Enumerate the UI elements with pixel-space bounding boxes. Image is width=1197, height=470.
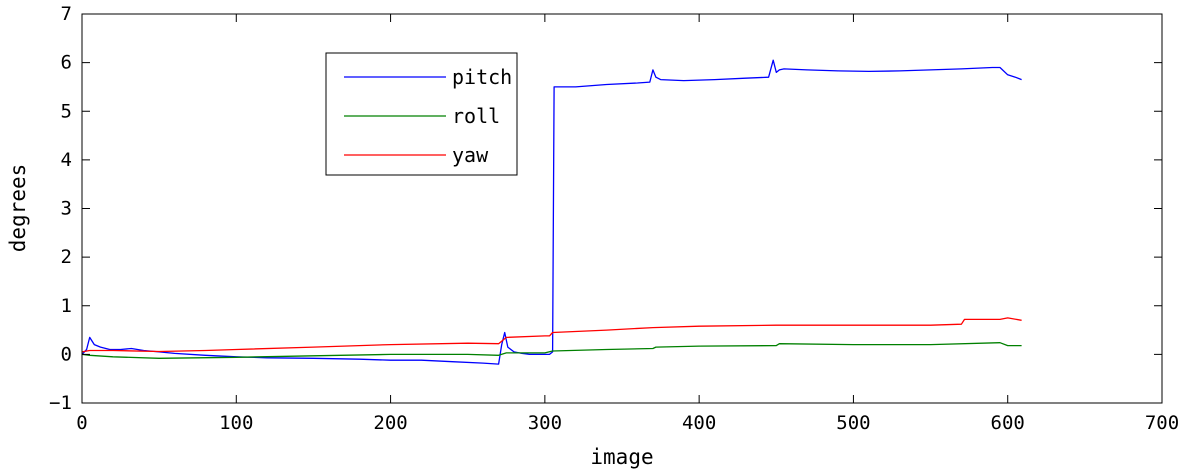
y-tick-label: 7 <box>61 3 72 25</box>
x-axis-title: image <box>590 445 653 469</box>
x-tick-label: 500 <box>836 412 870 434</box>
legend-label-yaw: yaw <box>452 143 489 167</box>
legend: pitch roll yaw <box>326 53 517 175</box>
y-tick-label: 6 <box>61 52 72 74</box>
y-axis-title: degrees <box>6 164 30 253</box>
legend-label-roll: roll <box>452 104 500 128</box>
x-tick-label: 700 <box>1145 412 1179 434</box>
x-tick-label: 400 <box>682 412 716 434</box>
y-tick-label: 3 <box>61 198 72 220</box>
y-tick-label: −1 <box>49 392 72 414</box>
x-tick-label: 100 <box>219 412 253 434</box>
x-tick-label: 0 <box>76 412 87 434</box>
y-tick-label: 1 <box>61 295 72 317</box>
y-tick-label: 0 <box>61 343 72 365</box>
x-tick-label: 300 <box>528 412 562 434</box>
y-tick-label: 5 <box>61 100 72 122</box>
y-tick-label: 2 <box>61 246 72 268</box>
x-tick-label: 600 <box>991 412 1025 434</box>
y-tick-label: 4 <box>61 149 72 171</box>
x-tick-label: 200 <box>373 412 407 434</box>
legend-label-pitch: pitch <box>452 65 512 89</box>
